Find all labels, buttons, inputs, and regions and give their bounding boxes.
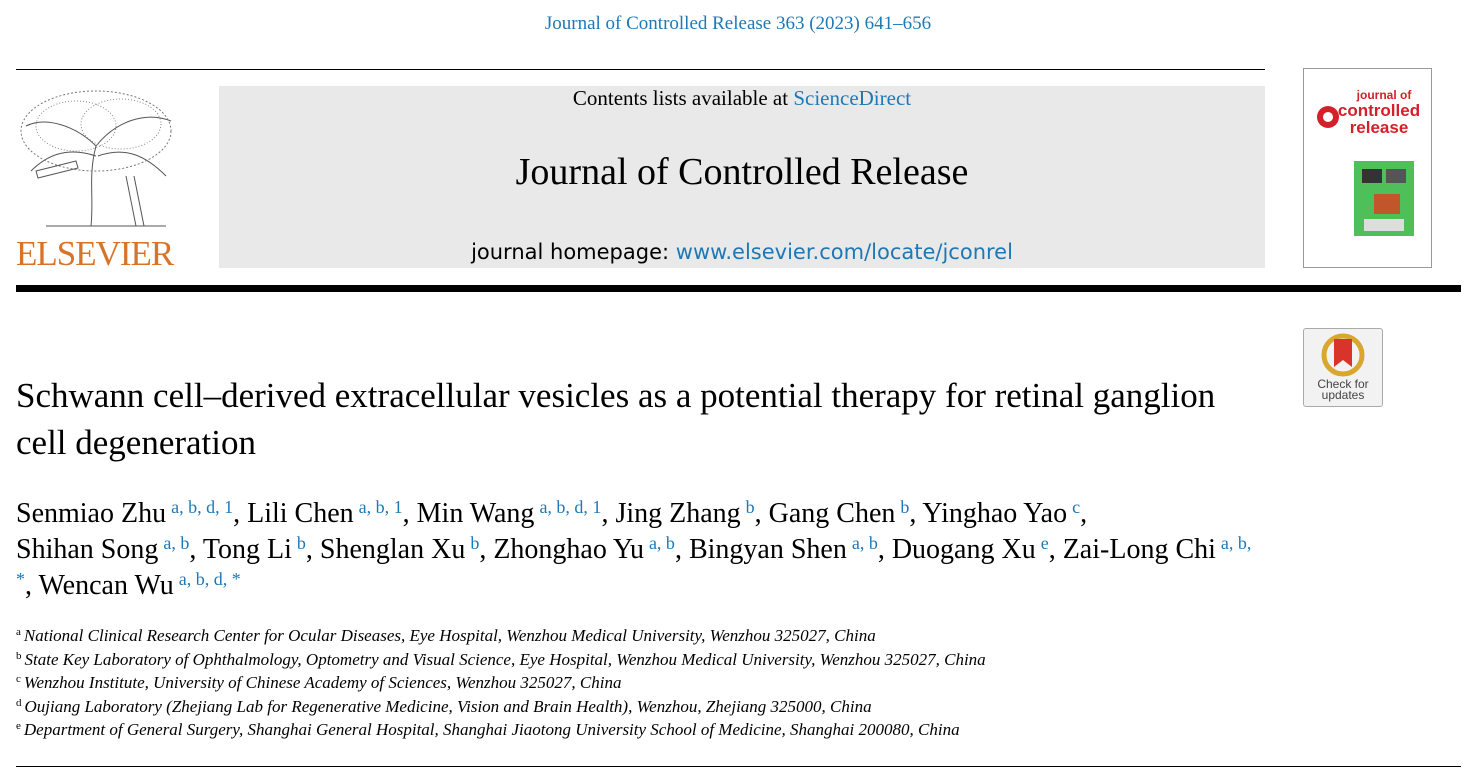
- affiliation: e Department of General Surgery, Shanghai…: [16, 718, 1316, 742]
- affiliation-text: National Clinical Research Center for Oc…: [23, 626, 876, 645]
- citation: Journal of Controlled Release 363 (2023)…: [544, 13, 932, 34]
- author-affiliation-marks: a, b: [163, 533, 190, 553]
- separator: ,: [479, 534, 487, 565]
- author-affiliation-marks: b: [900, 497, 910, 517]
- author: Min Wang a, b, d, 1,: [417, 498, 609, 529]
- separator: ,: [909, 498, 917, 529]
- check-label: Check for: [1317, 377, 1369, 391]
- author: Tong Li b,: [203, 534, 313, 565]
- author-affiliation-marks: a, b, d, 1: [171, 497, 234, 517]
- author-name: Jing Zhang: [615, 498, 741, 529]
- affiliation-text: State Key Laboratory of Ophthalmology, O…: [24, 649, 986, 669]
- journal-cover[interactable]: journal of controlled release: [1303, 68, 1432, 268]
- author-name: Zhonghao Yu: [493, 534, 644, 565]
- author: Gang Chen b,: [769, 498, 917, 529]
- author-name: Shenglan Xu: [319, 534, 466, 565]
- cover-title: release: [1350, 118, 1409, 137]
- affiliation-key: b: [16, 649, 22, 662]
- article-title: Schwann cell–derived extracellular vesic…: [16, 376, 1216, 462]
- affiliation: c Wenzhou Institute, University of Chines…: [16, 671, 1316, 695]
- author-affiliation-marks: a, b, 1: [358, 497, 403, 517]
- journal-name: Journal of Controlled Release: [515, 151, 969, 193]
- author: Senmiao Zhu a, b, d, 1,: [16, 498, 240, 529]
- rule: [16, 766, 1461, 767]
- separator: ,: [877, 534, 885, 565]
- author-affiliation-marks: a, b, d, *: [178, 569, 241, 589]
- affiliation-key: e: [16, 720, 21, 732]
- cover-title: journal of: [1356, 88, 1413, 102]
- homepage-label: journal homepage:: [471, 240, 670, 264]
- elsevier-tree-logo: [20, 90, 172, 227]
- author-name: Yinghao Yao: [922, 498, 1068, 529]
- cover-title: controlled: [1338, 101, 1420, 120]
- affiliation-text: Department of General Surgery, Shanghai …: [23, 720, 960, 739]
- author-affiliation-marks: a, b: [851, 533, 878, 553]
- author-affiliation-marks: a, b: [648, 533, 675, 553]
- author-name: Bingyan Shen: [688, 534, 847, 565]
- author-affiliation-marks: b: [296, 533, 306, 553]
- author: Zai-Long Chi a, b, *,: [16, 534, 1251, 601]
- affiliation-list: a National Clinical Research Center for O…: [16, 624, 1316, 742]
- author: Zhonghao Yu a, b,: [493, 534, 682, 565]
- affiliation-key: a: [16, 626, 21, 638]
- author-name: Wencan Wu: [38, 570, 174, 601]
- separator: ,: [305, 534, 313, 565]
- affiliation-text: Wenzhou Institute, University of Chinese…: [23, 673, 622, 692]
- affiliation: b State Key Laboratory of Ophthalmology, …: [16, 648, 1316, 672]
- homepage-link[interactable]: www.elsevier.com/locate/jconrel: [675, 240, 1013, 264]
- rule: [16, 69, 1265, 70]
- author-name: Shihan Song: [16, 534, 159, 565]
- author-name: Lili Chen: [247, 498, 354, 529]
- cover-art: journal of controlled release: [1317, 88, 1420, 236]
- publisher: ELSEVIER: [16, 234, 174, 273]
- author-affiliation-marks: c: [1072, 497, 1081, 517]
- contents-line: Contents lists available at ScienceDirec…: [219, 86, 1265, 111]
- separator: ,: [402, 498, 410, 529]
- separator: ,: [754, 498, 762, 529]
- author: Lili Chen a, b, 1,: [247, 498, 410, 529]
- check-icon: [1321, 333, 1365, 377]
- author: Jing Zhang b,: [615, 498, 761, 529]
- separator: ,: [1048, 534, 1056, 565]
- author-name: Gang Chen: [768, 498, 896, 529]
- author: Bingyan Shen a, b,: [689, 534, 885, 565]
- separator: ,: [189, 534, 197, 565]
- affiliation: d Oujiang Laboratory (Zhejiang Lab for Re…: [16, 695, 1316, 719]
- affiliation: a National Clinical Research Center for O…: [16, 624, 1316, 648]
- check-label: updates: [1321, 388, 1365, 402]
- journal-banner: Contents lists available at ScienceDirec…: [219, 86, 1265, 268]
- author-name: Zai-Long Chi: [1062, 534, 1216, 565]
- author-affiliation-marks: e: [1040, 533, 1049, 553]
- affiliation-key: d: [16, 696, 22, 709]
- separator: ,: [25, 570, 32, 601]
- author-name: Senmiao Zhu: [16, 498, 167, 529]
- author: Shenglan Xu b,: [320, 534, 486, 565]
- sciencedirect-link[interactable]: ScienceDirect: [793, 86, 912, 110]
- author-affiliation-marks: b: [470, 533, 480, 553]
- contents-label: Contents lists available at: [572, 86, 789, 110]
- check-for-updates[interactable]: Check for updates: [1303, 328, 1383, 407]
- author-affiliation-marks: a, b, d, 1: [539, 497, 602, 517]
- separator: ,: [601, 498, 609, 529]
- thick-rule: [16, 285, 1461, 292]
- author-name: Duogang Xu: [891, 534, 1036, 565]
- author-affiliation-marks: b: [745, 497, 755, 517]
- author: Shihan Song a, b,: [16, 534, 196, 565]
- affiliation-text: Oujiang Laboratory (Zhejiang Lab for Reg…: [24, 696, 872, 716]
- separator: ,: [1080, 498, 1088, 529]
- author-affiliation-marks: a, b, *: [16, 533, 1252, 589]
- author: Yinghao Yao c,: [922, 498, 1087, 529]
- author-name: Min Wang: [416, 498, 535, 529]
- separator: ,: [233, 498, 241, 529]
- author: Wencan Wu a, b, d, *: [39, 570, 241, 601]
- author: Duogang Xu e,: [892, 534, 1056, 565]
- author-list: Senmiao Zhu a, b, d, 1, Lili Chen a, b, 1,…: [16, 496, 1266, 604]
- author-name: Tong Li: [202, 534, 292, 565]
- separator: ,: [674, 534, 682, 565]
- affiliation-key: c: [16, 673, 21, 685]
- homepage-line: journal homepage: www.elsevier.com/locat…: [219, 240, 1265, 264]
